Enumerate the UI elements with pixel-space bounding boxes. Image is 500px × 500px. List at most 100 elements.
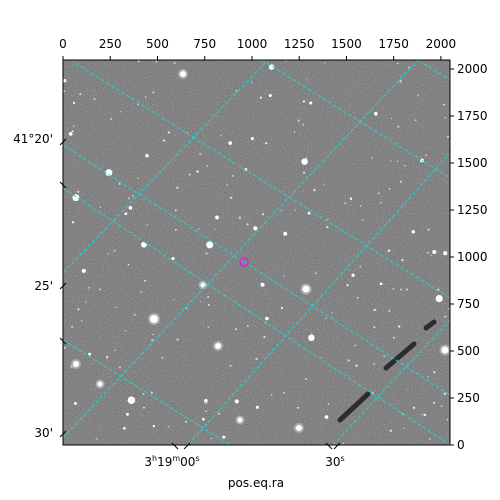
star bbox=[246, 325, 249, 327]
star bbox=[446, 135, 450, 138]
star bbox=[114, 349, 116, 352]
star bbox=[71, 221, 75, 224]
star bbox=[373, 362, 375, 365]
dec-tick-label: 30' bbox=[34, 426, 53, 440]
ra-tick-label: 30s bbox=[325, 454, 344, 469]
ra-tick-label: 3h19m00s bbox=[144, 454, 199, 469]
streak-1 bbox=[337, 391, 371, 423]
star bbox=[301, 158, 308, 165]
star bbox=[151, 333, 154, 336]
star bbox=[389, 429, 392, 432]
star bbox=[283, 231, 288, 236]
star bbox=[280, 209, 283, 212]
star bbox=[259, 96, 263, 99]
star bbox=[357, 297, 359, 299]
star bbox=[218, 413, 221, 415]
star bbox=[140, 291, 143, 294]
star bbox=[307, 211, 311, 215]
star bbox=[383, 355, 386, 358]
star bbox=[71, 325, 74, 328]
star bbox=[127, 197, 131, 200]
star bbox=[99, 288, 101, 290]
top-axis-tick-label: 1500 bbox=[331, 37, 362, 51]
star bbox=[146, 224, 149, 226]
star bbox=[255, 405, 259, 409]
dec-tick-label: 41°20' bbox=[13, 132, 53, 146]
star bbox=[443, 251, 448, 256]
star bbox=[199, 152, 202, 156]
star bbox=[235, 90, 238, 92]
star bbox=[302, 171, 306, 174]
star bbox=[444, 315, 447, 318]
star bbox=[373, 326, 376, 329]
star bbox=[74, 401, 77, 405]
star bbox=[167, 425, 170, 428]
bottom-ra-axis: 3h19m00s 30s pos.eq.ra bbox=[144, 442, 345, 490]
ra-tick-mark bbox=[333, 442, 341, 450]
star bbox=[81, 268, 86, 273]
star bbox=[296, 406, 299, 409]
star bbox=[143, 406, 145, 409]
star bbox=[435, 295, 443, 303]
star bbox=[399, 80, 402, 83]
star bbox=[397, 125, 400, 128]
star bbox=[265, 316, 269, 321]
star bbox=[354, 344, 357, 347]
star bbox=[392, 288, 395, 290]
star bbox=[118, 183, 121, 185]
star bbox=[403, 427, 405, 429]
star bbox=[428, 438, 431, 440]
star bbox=[226, 183, 229, 186]
star bbox=[63, 346, 66, 349]
star bbox=[198, 228, 200, 230]
star bbox=[235, 328, 238, 331]
star bbox=[152, 424, 155, 428]
star bbox=[302, 100, 306, 103]
star bbox=[230, 196, 233, 199]
star bbox=[151, 339, 154, 342]
star bbox=[403, 164, 406, 167]
star bbox=[391, 117, 393, 120]
grid-line bbox=[332, 319, 450, 445]
star bbox=[302, 123, 305, 126]
star bbox=[99, 206, 102, 209]
ra-tick-mark bbox=[171, 442, 179, 450]
star bbox=[161, 357, 164, 360]
star bbox=[387, 249, 391, 252]
star bbox=[371, 157, 373, 159]
star bbox=[446, 419, 449, 421]
star bbox=[324, 62, 326, 64]
star bbox=[205, 252, 208, 255]
star bbox=[199, 300, 202, 303]
star bbox=[70, 365, 73, 368]
star bbox=[144, 279, 147, 282]
star bbox=[371, 391, 374, 394]
right-axis-tick-label: 1500 bbox=[457, 156, 488, 170]
plot-frame bbox=[62, 59, 451, 446]
dec-tick-mark bbox=[59, 138, 67, 146]
star bbox=[134, 313, 136, 316]
star bbox=[204, 401, 208, 404]
star bbox=[379, 201, 382, 204]
star bbox=[305, 378, 308, 380]
star bbox=[150, 391, 153, 394]
star bbox=[107, 252, 110, 255]
star bbox=[260, 282, 265, 287]
star bbox=[268, 93, 272, 98]
star bbox=[305, 157, 308, 159]
right-axis-tick-label: 750 bbox=[457, 297, 480, 311]
star bbox=[72, 101, 76, 105]
ra-tick-mark bbox=[183, 442, 191, 450]
star bbox=[427, 228, 430, 231]
star bbox=[155, 60, 158, 63]
right-pixel-axis: 0 250 500 750 1000 1250 1500 1750 2000 bbox=[450, 62, 488, 452]
star bbox=[72, 125, 75, 128]
bright-star bbox=[302, 285, 310, 293]
star bbox=[175, 228, 177, 231]
star bbox=[349, 197, 353, 200]
target-marker bbox=[239, 257, 249, 267]
star bbox=[430, 254, 432, 257]
star bbox=[176, 186, 179, 189]
star bbox=[433, 401, 436, 404]
top-axis-tick-label: 750 bbox=[193, 37, 216, 51]
